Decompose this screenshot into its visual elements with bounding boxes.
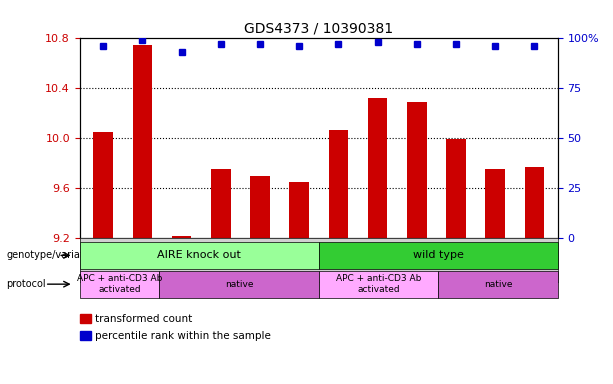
Bar xyxy=(172,235,191,238)
Bar xyxy=(211,169,230,238)
Text: wild type: wild type xyxy=(413,250,463,260)
Text: native: native xyxy=(225,280,253,289)
Text: APC + anti-CD3 Ab
activated: APC + anti-CD3 Ab activated xyxy=(77,275,162,294)
Bar xyxy=(368,98,387,238)
Bar xyxy=(250,176,270,238)
Text: percentile rank within the sample: percentile rank within the sample xyxy=(95,331,271,341)
Text: transformed count: transformed count xyxy=(95,314,192,324)
Bar xyxy=(289,182,309,238)
Text: genotype/variation: genotype/variation xyxy=(6,250,99,260)
Text: AIRE knock out: AIRE knock out xyxy=(158,250,241,260)
Bar xyxy=(132,45,152,238)
Bar xyxy=(329,129,348,238)
Title: GDS4373 / 10390381: GDS4373 / 10390381 xyxy=(244,22,394,36)
Text: protocol: protocol xyxy=(6,279,46,289)
Bar xyxy=(407,102,427,238)
Text: APC + anti-CD3 Ab
activated: APC + anti-CD3 Ab activated xyxy=(336,275,421,294)
Text: native: native xyxy=(484,280,512,289)
Bar xyxy=(485,169,505,238)
Bar xyxy=(93,132,113,238)
Bar xyxy=(446,139,466,238)
Bar xyxy=(525,167,544,238)
